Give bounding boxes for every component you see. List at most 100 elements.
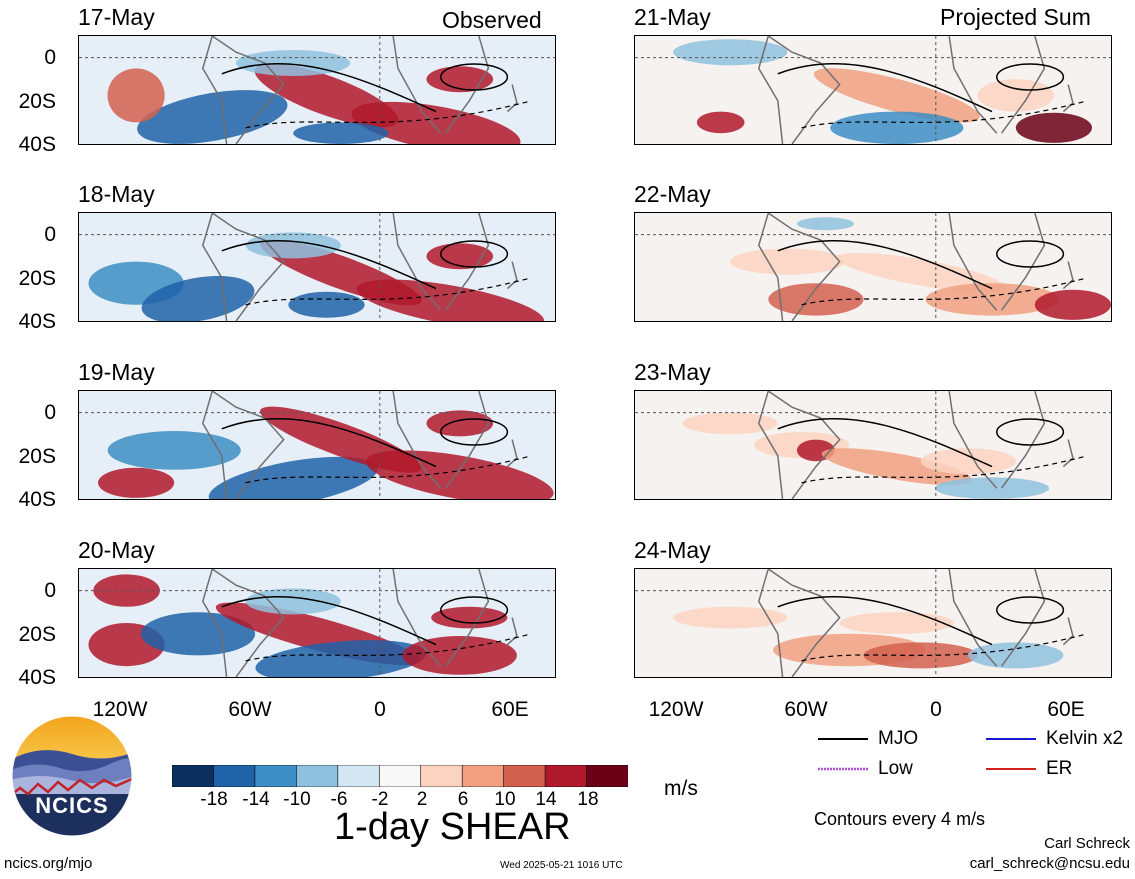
coastline [767,213,841,321]
coastline [201,391,228,499]
shear-anomaly-blob [673,39,788,66]
mjo-contour [440,63,509,91]
x-tick-label: 60W [784,698,828,721]
colorbar-swatch [378,764,422,788]
mjo-contour [221,596,437,646]
coastline [757,391,784,499]
shear-anomaly-blob [402,636,517,675]
colorbar-tick: -10 [283,789,311,810]
shear-anomaly-blob [1015,112,1092,143]
mjo-contour [440,240,509,268]
map-panel-23-may [634,390,1112,500]
map-panel-24-may [634,568,1112,678]
panel-date-label: 23-May [634,359,711,385]
colorbar-tick: -6 [330,789,348,810]
colorbar [171,764,629,792]
mjo-contour [221,240,437,290]
footer-url[interactable]: ncics.org/mjo [4,855,93,872]
coastline [392,391,442,489]
logo-text: NCICS [35,793,109,818]
coastline [757,36,784,144]
shear-anomaly-blob [98,467,175,498]
map-field [79,213,555,321]
mjo-contour [996,418,1065,446]
map-panel-21-may [634,35,1112,145]
panel-date-label: 21-May [634,4,711,30]
y-tick-label: 0 [44,579,56,602]
panel-date-label: 24-May [634,537,711,563]
y-tick-label: 40S [18,666,56,689]
coastline [1000,213,1046,311]
coastline [767,569,841,677]
panel-date-label: 18-May [78,181,155,207]
shear-anomaly-blob [730,248,845,275]
footer-timestamp: Wed 2025-05-21 1016 UTC [500,860,623,871]
shear-anomaly-blob [830,111,964,144]
map-panel-19-may [78,390,556,500]
footer-email[interactable]: carl_schreck@ncsu.edu [969,855,1130,872]
coastline [211,36,285,144]
mjo-negative-contour [245,277,532,306]
colorbar-swatches [171,764,629,788]
mjo-negative-contour [245,455,532,484]
y-tick-label: 0 [44,46,56,69]
coastline [444,213,490,311]
coastline [1062,84,1074,113]
coastline [1062,617,1074,646]
coastline [392,213,442,311]
legend-lines [818,738,1036,771]
mjo-contour [221,63,437,113]
mjo-negative-contour [801,100,1088,129]
footer-author: Carl Schreck [1044,835,1130,852]
map-field [635,213,1111,321]
contours-note: Contours every 4 m/s [814,809,986,829]
mjo-negative-contour [801,455,1088,484]
coastline [444,569,490,667]
coastline [767,391,841,499]
ncics-logo [10,714,134,838]
coastline [506,261,518,290]
y-tick-label: 0 [44,401,56,424]
shear-anomaly-blob [245,232,341,259]
mjo-contour [777,240,993,290]
map-field [79,391,555,499]
coastline [211,569,285,677]
y-tick-label: 20S [18,90,56,113]
coastline [1000,36,1046,134]
shear-anomaly-blob [137,90,288,144]
colorbar-units: m/s [664,777,698,800]
shear-anomaly-blob [925,283,1059,316]
coastline [1062,439,1074,468]
coastline [201,569,228,677]
colorbar-swatch [296,764,339,788]
y-tick-label: 40S [18,488,56,511]
shear-anomaly-blob [920,448,1016,475]
map-panel-18-may [78,212,556,322]
panel-date-label: 22-May [634,181,711,207]
colorbar-swatch [213,764,256,788]
coastline [948,569,998,667]
mjo-contour [777,63,993,113]
y-tick-label: 0 [44,223,56,246]
shear-anomaly-blob [934,477,1050,499]
shear-anomaly-blob [365,450,554,499]
shear-anomaly-blob [813,68,980,123]
mjo-contour [996,596,1065,624]
mjo-negative-contour [245,100,532,129]
coastline [1000,569,1046,667]
mjo-contour [440,418,509,446]
map-field [79,36,555,144]
colorbar-tick: -2 [371,789,389,810]
panel-date-label: 17-May [78,4,155,30]
shear-anomaly-blob [107,431,241,470]
ncics-logo-icon [11,715,133,837]
colorbar-swatch [171,764,215,788]
shear-anomaly-blob [682,412,778,435]
coastline [1062,261,1074,290]
mjo-negative-contour [801,633,1088,662]
coastline [948,36,998,134]
y-tick-label: 40S [18,133,56,156]
coastline [392,569,442,667]
colorbar-tick: 10 [494,789,516,810]
coastline [767,36,841,144]
